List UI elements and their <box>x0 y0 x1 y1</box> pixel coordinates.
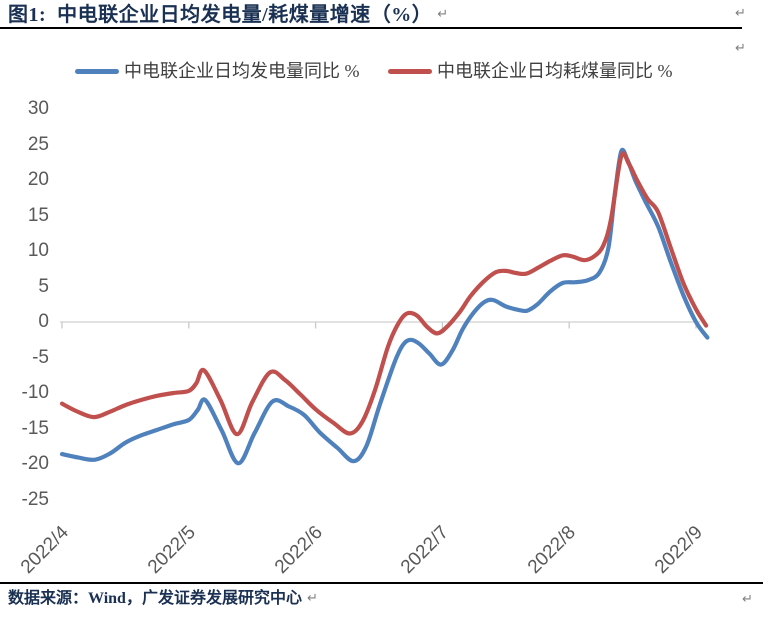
legend-item-coal: 中电联企业日均耗煤量同比 % <box>388 59 673 83</box>
paragraph-mark-icon: ↵ <box>742 592 753 607</box>
y-tick-label: 15 <box>27 204 49 226</box>
y-tick-label: -15 <box>21 417 49 439</box>
legend-line-swatch-blue <box>75 68 119 74</box>
y-tick-label: 5 <box>38 275 49 297</box>
legend-item-generation: 中电联企业日均发电量同比 % <box>75 59 360 83</box>
figure-title: 图1: 中电联企业日均发电量/耗煤量增速（%） <box>8 4 433 26</box>
y-tick-label: 10 <box>27 240 49 261</box>
y-tick-label: 20 <box>27 169 49 190</box>
source-note-row: 数据来源：Wind，广发证券发展研究中心 ↵ <box>8 588 318 610</box>
figure-title-row: 图1: 中电联企业日均发电量/耗煤量增速（%） ↵ <box>8 3 448 27</box>
paragraph-mark-icon: ↵ <box>735 6 746 21</box>
y-tick-label: 25 <box>27 133 49 155</box>
y-tick-label: 30 <box>27 98 49 119</box>
series-line-generation <box>59 147 710 466</box>
y-tick-label: -10 <box>21 382 49 403</box>
paragraph-mark-icon: ↵ <box>437 7 449 22</box>
y-tick-label: -5 <box>32 346 49 368</box>
source-note: 数据来源：Wind，广发证券发展研究中心 <box>8 590 302 607</box>
paragraph-mark-icon: ↵ <box>306 591 318 606</box>
series-line-coal <box>59 151 709 437</box>
legend-label: 中电联企业日均发电量同比 % <box>124 61 360 81</box>
footer-divider-rule <box>0 582 763 584</box>
y-tick-label: -25 <box>21 488 49 510</box>
legend-line-swatch-red <box>388 68 432 74</box>
y-tick-label: -20 <box>21 453 49 474</box>
title-divider-rule <box>0 27 742 29</box>
chart-legend: 中电联企业日均发电量同比 % 中电联企业日均耗煤量同比 % <box>0 59 763 85</box>
paragraph-mark-icon: ↵ <box>735 41 746 56</box>
legend-label: 中电联企业日均耗煤量同比 % <box>437 61 673 81</box>
y-tick-label: 0 <box>38 311 49 332</box>
